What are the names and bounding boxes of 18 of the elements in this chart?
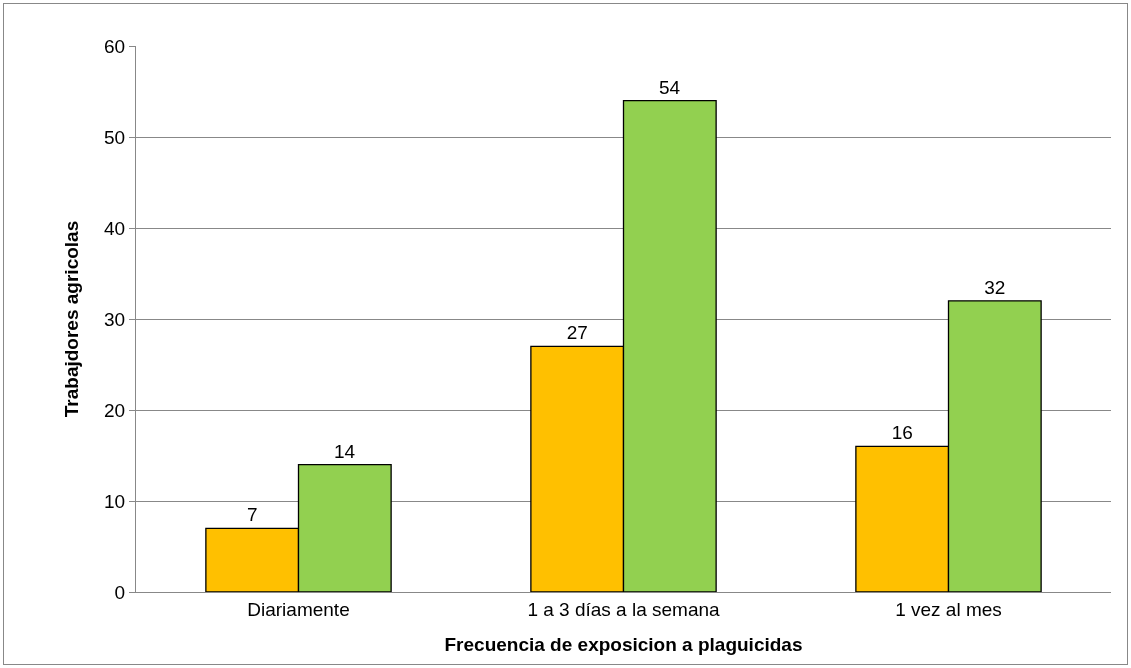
- data-label: 32: [984, 276, 1006, 298]
- y-axis-title: Trabajdores agricolas: [60, 220, 82, 418]
- x-tick-label: 1 a 3 días a la semana: [527, 598, 721, 620]
- x-tick-label: Diariamente: [247, 598, 350, 620]
- x-axis-title: Frecuencia de exposicion a plaguicidas: [444, 633, 803, 655]
- y-tick-label: 0: [114, 581, 126, 603]
- data-label: 7: [246, 504, 258, 526]
- x-tick-label: 1 vez al mes: [895, 598, 1002, 620]
- y-tick-label: 50: [104, 126, 126, 148]
- data-label: 14: [334, 440, 356, 462]
- data-label: 16: [891, 422, 913, 444]
- y-tick-label: 10: [104, 490, 126, 512]
- data-label: 27: [566, 322, 588, 344]
- y-tick-label: 20: [104, 399, 126, 421]
- y-tick-label: 30: [104, 308, 126, 330]
- y-tick-label: 40: [104, 217, 126, 239]
- data-label: 54: [659, 76, 681, 98]
- y-tick-label: 60: [104, 35, 126, 57]
